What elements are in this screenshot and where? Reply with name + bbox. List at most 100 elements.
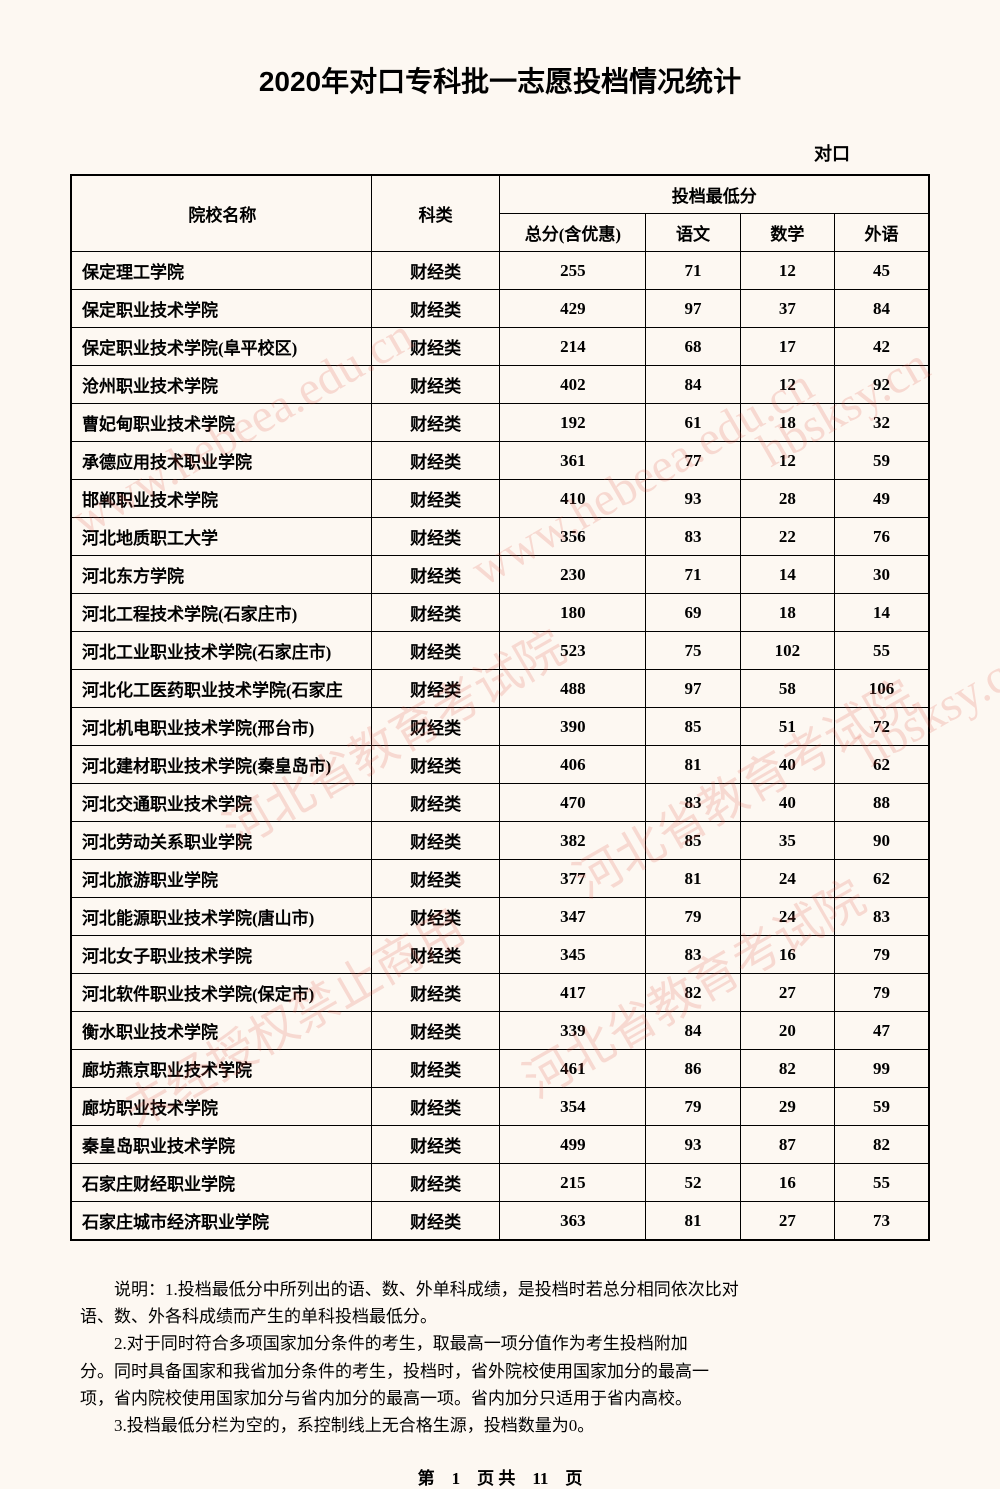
- cell-total: 406: [500, 746, 646, 784]
- cell-math: 12: [740, 442, 834, 480]
- cell-chinese: 81: [646, 860, 740, 898]
- cell-subject: 财经类: [371, 480, 500, 518]
- table-row: 河北工程技术学院(石家庄市)财经类180691814: [71, 594, 929, 632]
- cell-foreign: 88: [835, 784, 929, 822]
- header-chinese: 语文: [646, 214, 740, 252]
- cell-foreign: 45: [835, 252, 929, 290]
- cell-subject: 财经类: [371, 746, 500, 784]
- cell-college: 河北工业职业技术学院(石家庄市): [71, 632, 371, 670]
- cell-college: 河北软件职业技术学院(保定市): [71, 974, 371, 1012]
- cell-chinese: 93: [646, 480, 740, 518]
- table-row: 保定职业技术学院(阜平校区)财经类214681742: [71, 328, 929, 366]
- cell-foreign: 82: [835, 1126, 929, 1164]
- header-foreign: 外语: [835, 214, 929, 252]
- cell-college: 秦皇岛职业技术学院: [71, 1126, 371, 1164]
- cell-chinese: 61: [646, 404, 740, 442]
- cell-subject: 财经类: [371, 404, 500, 442]
- cell-college: 河北机电职业技术学院(邢台市): [71, 708, 371, 746]
- cell-chinese: 71: [646, 252, 740, 290]
- table-row: 衡水职业技术学院财经类339842047: [71, 1012, 929, 1050]
- cell-total: 488: [500, 670, 646, 708]
- cell-foreign: 73: [835, 1202, 929, 1241]
- cell-foreign: 55: [835, 1164, 929, 1202]
- cell-math: 40: [740, 784, 834, 822]
- cell-subject: 财经类: [371, 860, 500, 898]
- cell-math: 12: [740, 366, 834, 404]
- cell-chinese: 79: [646, 898, 740, 936]
- table-row: 河北交通职业技术学院财经类470834088: [71, 784, 929, 822]
- cell-college: 河北化工医药职业技术学院(石家庄: [71, 670, 371, 708]
- table-row: 保定职业技术学院财经类429973784: [71, 290, 929, 328]
- header-score-group: 投档最低分: [500, 175, 929, 214]
- note-line: 说明：1.投档最低分中所列出的语、数、外单科成绩，是投档时若总分相同依次比对: [80, 1276, 920, 1303]
- cell-math: 22: [740, 518, 834, 556]
- table-row: 河北机电职业技术学院(邢台市)财经类390855172: [71, 708, 929, 746]
- cell-college: 河北建材职业技术学院(秦皇岛市): [71, 746, 371, 784]
- cell-foreign: 99: [835, 1050, 929, 1088]
- table-row: 保定理工学院财经类255711245: [71, 252, 929, 290]
- cell-college: 曹妃甸职业技术学院: [71, 404, 371, 442]
- note-line: 项，省内院校使用国家加分与省内加分的最高一项。省内加分只适用于省内高校。: [80, 1385, 920, 1412]
- cell-chinese: 83: [646, 936, 740, 974]
- cell-chinese: 81: [646, 746, 740, 784]
- table-row: 河北东方学院财经类230711430: [71, 556, 929, 594]
- cell-math: 18: [740, 404, 834, 442]
- cell-chinese: 79: [646, 1088, 740, 1126]
- table-row: 河北工业职业技术学院(石家庄市)财经类5237510255: [71, 632, 929, 670]
- page-title: 2020年对口专科批一志愿投档情况统计: [70, 60, 930, 100]
- notes-section: 说明：1.投档最低分中所列出的语、数、外单科成绩，是投档时若总分相同依次比对 语…: [70, 1276, 930, 1439]
- table-row: 秦皇岛职业技术学院财经类499938782: [71, 1126, 929, 1164]
- header-math: 数学: [740, 214, 834, 252]
- cell-total: 339: [500, 1012, 646, 1050]
- cell-subject: 财经类: [371, 1202, 500, 1241]
- cell-subject: 财经类: [371, 670, 500, 708]
- cell-math: 20: [740, 1012, 834, 1050]
- cell-total: 347: [500, 898, 646, 936]
- cell-total: 356: [500, 518, 646, 556]
- cell-chinese: 97: [646, 290, 740, 328]
- cell-math: 12: [740, 252, 834, 290]
- cell-foreign: 59: [835, 1088, 929, 1126]
- cell-chinese: 93: [646, 1126, 740, 1164]
- cell-chinese: 97: [646, 670, 740, 708]
- cell-total: 361: [500, 442, 646, 480]
- cell-foreign: 84: [835, 290, 929, 328]
- cell-college: 河北能源职业技术学院(唐山市): [71, 898, 371, 936]
- cell-total: 429: [500, 290, 646, 328]
- cell-total: 345: [500, 936, 646, 974]
- cell-math: 37: [740, 290, 834, 328]
- cell-foreign: 32: [835, 404, 929, 442]
- cell-subject: 财经类: [371, 328, 500, 366]
- cell-foreign: 30: [835, 556, 929, 594]
- table-row: 曹妃甸职业技术学院财经类192611832: [71, 404, 929, 442]
- cell-math: 29: [740, 1088, 834, 1126]
- cell-chinese: 82: [646, 974, 740, 1012]
- cell-subject: 财经类: [371, 1012, 500, 1050]
- cell-math: 102: [740, 632, 834, 670]
- cell-foreign: 59: [835, 442, 929, 480]
- table-row: 石家庄财经职业学院财经类215521655: [71, 1164, 929, 1202]
- cell-total: 402: [500, 366, 646, 404]
- cell-college: 河北东方学院: [71, 556, 371, 594]
- cell-chinese: 75: [646, 632, 740, 670]
- cell-subject: 财经类: [371, 1126, 500, 1164]
- cell-subject: 财经类: [371, 1050, 500, 1088]
- cell-foreign: 106: [835, 670, 929, 708]
- table-row: 邯郸职业技术学院财经类410932849: [71, 480, 929, 518]
- cell-foreign: 49: [835, 480, 929, 518]
- table-row: 河北女子职业技术学院财经类345831679: [71, 936, 929, 974]
- cell-foreign: 55: [835, 632, 929, 670]
- cell-total: 192: [500, 404, 646, 442]
- cell-college: 廊坊燕京职业技术学院: [71, 1050, 371, 1088]
- category-label: 对口: [70, 140, 930, 166]
- cell-subject: 财经类: [371, 974, 500, 1012]
- note-line: 语、数、外各科成绩而产生的单科投档最低分。: [80, 1303, 920, 1330]
- cell-chinese: 83: [646, 784, 740, 822]
- table-row: 承德应用技术职业学院财经类361771259: [71, 442, 929, 480]
- cell-college: 保定职业技术学院(阜平校区): [71, 328, 371, 366]
- cell-subject: 财经类: [371, 556, 500, 594]
- cell-foreign: 47: [835, 1012, 929, 1050]
- table-row: 河北软件职业技术学院(保定市)财经类417822779: [71, 974, 929, 1012]
- cell-math: 40: [740, 746, 834, 784]
- cell-total: 180: [500, 594, 646, 632]
